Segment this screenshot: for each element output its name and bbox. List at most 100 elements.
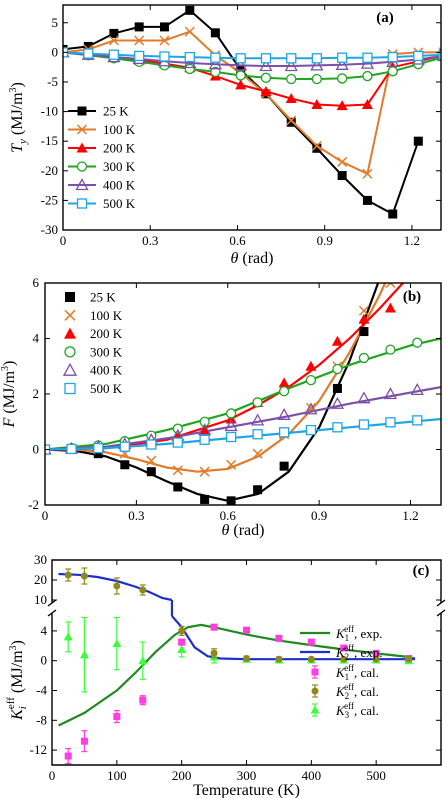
data-point	[304, 402, 318, 415]
marker-stroke	[311, 140, 322, 151]
marker-stroke	[389, 283, 396, 289]
data-point	[362, 195, 372, 205]
legend-entry: 500 K	[103, 196, 136, 211]
panel-a-plot-area	[63, 5, 441, 219]
x-tick-label: 0	[49, 768, 56, 783]
data-point	[146, 455, 157, 466]
data-point	[337, 156, 348, 167]
data-point	[278, 386, 290, 397]
y-tick-label: 0	[52, 44, 59, 59]
data-point	[198, 423, 212, 436]
data-point	[234, 58, 248, 71]
label-part: F	[1, 417, 18, 428]
legend-marker	[65, 292, 75, 302]
data-point	[286, 53, 297, 64]
legend-entry: 300 K	[90, 344, 123, 359]
data-point	[184, 26, 195, 37]
data-point	[235, 79, 247, 90]
data-point	[384, 302, 396, 313]
data-point	[172, 423, 183, 434]
k2-cal-point	[405, 655, 413, 663]
data-point	[251, 413, 265, 426]
data-point	[387, 66, 398, 77]
data-point	[311, 73, 322, 85]
data-point	[385, 344, 396, 355]
label-part: eff	[5, 697, 17, 709]
data-point	[358, 419, 370, 430]
y-tick-label: 4	[41, 623, 48, 638]
data-point	[277, 407, 291, 420]
series-500k	[63, 47, 441, 64]
legend-marker	[311, 687, 319, 695]
marker-stroke	[64, 309, 76, 321]
k1-cal-point	[64, 752, 72, 760]
marker-stroke	[184, 26, 195, 37]
data-point	[337, 171, 347, 181]
legend-marker	[76, 124, 88, 135]
y-tick-label: 20	[34, 572, 47, 587]
x-tick-label: 200	[172, 768, 192, 783]
label-part: K	[335, 645, 346, 660]
label-part: , exp.	[354, 645, 383, 660]
data-point	[146, 439, 157, 450]
panel-label-a: (a)	[376, 10, 394, 26]
legend-marker	[62, 362, 78, 376]
x-tick-label: 100	[107, 768, 127, 783]
data-point	[438, 49, 441, 60]
label-part: )	[9, 640, 26, 645]
k2-cal-point	[64, 571, 72, 579]
y-tick-label: -2	[28, 497, 39, 512]
legend-entry: 200 K	[90, 326, 123, 341]
marker-stroke	[385, 283, 392, 289]
y-tick-label: 5	[52, 15, 59, 30]
data-point	[311, 98, 323, 109]
data-point	[66, 443, 77, 455]
k2-cal-point	[113, 582, 121, 590]
legend-entry: 100 K	[103, 122, 136, 137]
data-point	[199, 416, 210, 427]
data-point	[208, 57, 222, 70]
k1-cal-point	[372, 649, 380, 657]
label-part: , cal.	[354, 665, 379, 680]
marker-stroke	[134, 35, 145, 46]
label-part: eff	[344, 643, 354, 653]
label-part: 3	[8, 87, 19, 92]
panel-c-frame-upper	[51, 559, 442, 603]
data-point	[305, 374, 317, 386]
legend-marker	[64, 346, 76, 358]
legend-entry: 500 K	[90, 381, 123, 396]
x-axis-label: Temperature (K)	[193, 782, 300, 798]
marker-stroke	[362, 168, 373, 179]
data-point	[305, 360, 317, 371]
y-tick-label: 4	[33, 331, 40, 346]
label-part: , cal.	[354, 703, 379, 718]
x-tick-label: 1.2	[404, 233, 420, 248]
y-tick-label: -5	[47, 74, 58, 89]
x-label-unit: (rad)	[238, 250, 273, 267]
data-point	[385, 283, 396, 289]
k1-cal-point	[80, 737, 88, 745]
data-point	[385, 417, 396, 428]
label-part: T	[9, 143, 26, 153]
legend-entry: 100 K	[90, 308, 123, 323]
label-part: K	[335, 626, 346, 641]
data-point	[310, 58, 324, 71]
x-tick-label: 0	[60, 233, 67, 248]
data-point	[331, 335, 343, 346]
data-point	[108, 49, 120, 60]
data-point	[200, 494, 210, 504]
data-point	[235, 53, 246, 64]
k3-cal-point	[112, 639, 122, 648]
label-part: )	[9, 82, 26, 87]
marker-stroke	[226, 459, 237, 470]
y-tick-label: 0	[33, 442, 40, 457]
label-part: K	[335, 665, 346, 680]
label-part: (MJ/m	[9, 650, 26, 697]
data-point	[336, 52, 348, 63]
data-point	[362, 52, 373, 63]
data-point	[336, 73, 348, 84]
label-part: 2	[345, 691, 350, 701]
data-point	[252, 429, 263, 440]
data-point	[134, 22, 144, 32]
